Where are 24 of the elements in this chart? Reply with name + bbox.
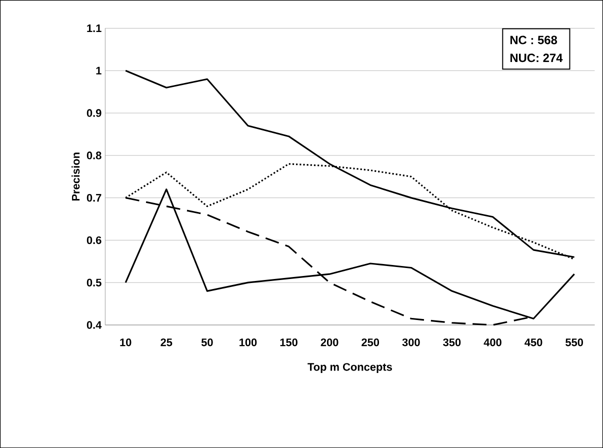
x-tick-label: 10 — [120, 338, 132, 346]
x-tick-label: 50 — [201, 338, 213, 346]
x-tick-label: 25 — [160, 338, 172, 346]
x-tick-label: 250 — [362, 338, 380, 346]
x-tick-label: 550 — [566, 338, 583, 346]
x-tick-label: 400 — [484, 338, 502, 346]
annotation: NC : 568 — [510, 36, 558, 44]
x-tick-label: 150 — [280, 338, 298, 346]
y-tick-label: 0.5 — [86, 278, 102, 286]
x-axis-title: Top m Concepts — [308, 363, 392, 373]
y-tick-label: 0.4 — [86, 321, 102, 329]
x-tick-label: 450 — [524, 338, 542, 346]
x-tick-label: 200 — [320, 338, 338, 346]
y-tick-label: 0.6 — [86, 236, 102, 244]
x-tick-label: 100 — [240, 338, 257, 346]
y-tick-label: 0.7 — [86, 194, 102, 202]
y-tick-label: 0.9 — [86, 109, 102, 117]
y-tick-label: 1 — [96, 66, 102, 74]
y-axis-title: Precision — [72, 152, 80, 200]
annotation: NUC: 274 — [510, 54, 563, 62]
y-tick-label: 0.8 — [86, 151, 102, 160]
y-tick-label: 1.1 — [87, 24, 102, 32]
x-tick-label: 300 — [402, 338, 420, 346]
x-tick-label: 350 — [443, 338, 461, 346]
